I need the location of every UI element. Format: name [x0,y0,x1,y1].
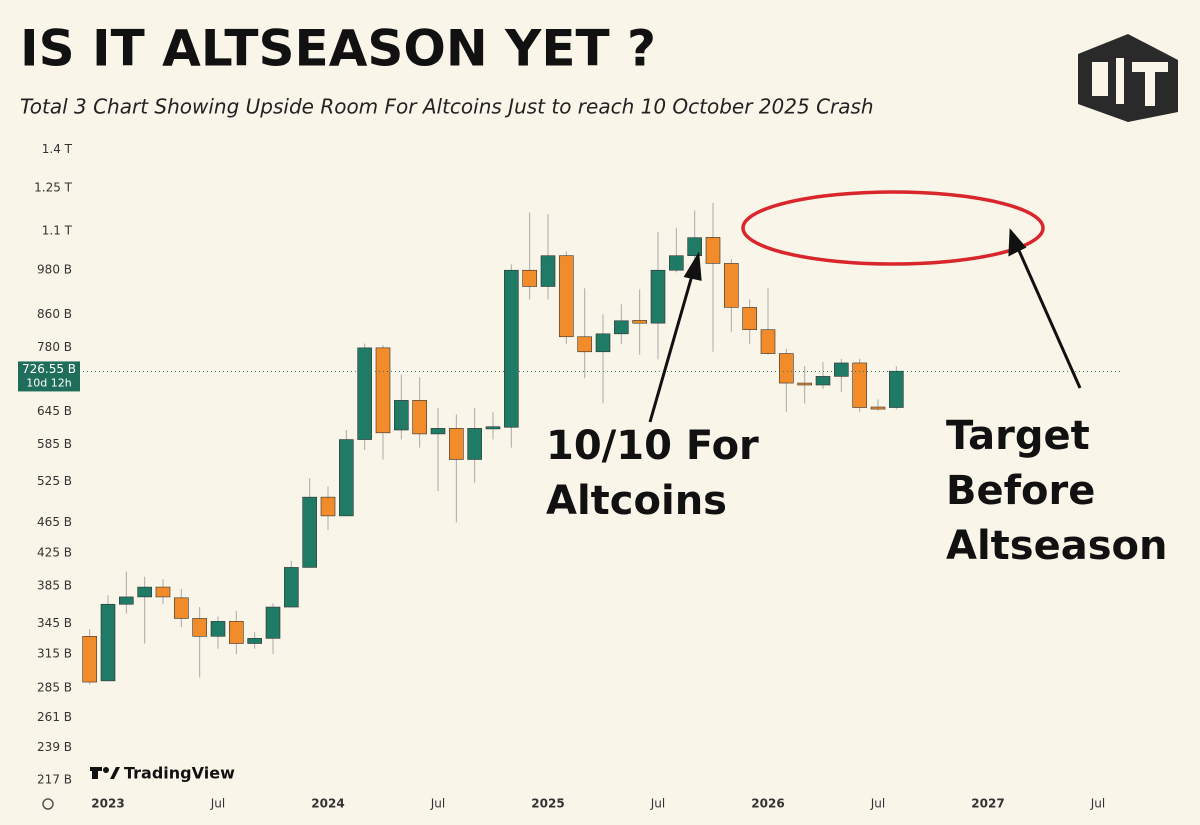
x-tick-label: 2026 [751,797,784,811]
y-tick-label: 525 B [37,474,72,488]
candle-body [375,347,391,434]
settings-icon [42,798,54,810]
candle-body [137,586,152,598]
candle-body [760,329,776,354]
chart-title: IS IT ALTSEASON YET ? [20,20,656,78]
candle-body [229,621,244,644]
candle-body [192,618,207,637]
x-tick-label: 2023 [91,797,124,811]
candle-body [247,638,262,644]
annotation: Altseason [946,523,1167,569]
candle-body [852,362,867,408]
candle-body [430,428,446,435]
y-tick-label: 465 B [37,515,72,529]
x-tick-label: 2027 [971,797,1004,811]
annotation: 10/10 For [546,423,759,469]
candle-body [155,586,171,598]
logo [1078,34,1178,122]
y-tick-label: 239 B [37,740,72,754]
candle-body [119,596,134,605]
candle-body [357,347,372,440]
candle-body [210,621,226,637]
y-tick-label: 217 B [37,773,72,787]
price-label-box [18,361,80,392]
annotation: Before [946,468,1095,514]
arrow [648,228,1082,423]
y-tick-label: 345 B [37,616,72,630]
candle-body [265,606,281,639]
candle-body [742,307,757,330]
y-tick-label: 261 B [37,710,72,724]
annotation: Altcoins [546,478,727,524]
price-countdown: 10d 12h [26,376,71,389]
price-label: 726.55 B [22,362,76,376]
candle-body [284,567,299,608]
candle-body [705,237,721,264]
target-ellipse [741,190,1045,266]
candle-body [100,603,116,682]
candle-body [870,406,886,410]
y-tick-label: 1.1 T [42,224,73,238]
candle-body [614,320,629,335]
y-tick-label: 645 B [37,404,72,418]
candle-body [540,255,556,287]
x-tick-label: Jul [430,797,445,811]
candle-body [394,400,409,431]
candle-body [174,597,189,619]
candle-body [779,353,794,384]
candle-body [815,376,831,386]
x-tick-label: Jul [1090,797,1105,811]
candle-body [595,333,611,353]
candle-body [522,269,537,287]
candle-body [302,496,317,568]
plot: 1.4 T 1.25 T 1.1 T 980 B 860 B 780 B 645 B 585 … [18,142,1120,811]
annotation: Target [946,413,1090,459]
candle-body [797,382,812,386]
y-tick-label: 1.4 T [42,142,73,156]
candle-body [449,428,464,460]
x-tick-label: Jul [650,797,665,811]
y-tick-label: 780 B [37,340,72,354]
candle-body [834,362,849,377]
y-tick-label: 385 B [37,579,72,593]
y-tick-label: 1.25 T [34,180,73,194]
candle-body [485,426,501,430]
candle-body [82,636,97,683]
x-tick-label: 2025 [531,797,564,811]
watermark-text: TradingView [124,764,235,783]
candle-body [320,496,336,517]
candle-body [412,400,427,435]
candle-body [339,439,354,517]
candle-body [632,320,647,324]
candle-body [577,336,592,353]
x-tick-label: 2024 [311,797,344,811]
candle-body [650,269,666,324]
y-tick-label: 585 B [37,437,72,451]
y-tick-label: 425 B [37,545,72,559]
y-tick-label: 980 B [37,263,72,277]
candle-body [889,370,904,408]
y-tick-label: 860 B [37,307,72,321]
candle-body [669,255,684,271]
y-tick-label: 315 B [37,647,72,661]
candle-body [559,255,574,338]
candle-body [687,237,702,257]
y-tick-label: 285 B [37,680,72,694]
watermark: TradingView [90,764,235,783]
candle-body [504,269,519,428]
x-tick-label: Jul [210,797,225,811]
chart-subtitle: Total 3 Chart Showing Upside Room For Al… [20,95,874,119]
candle-body [467,428,482,460]
candle-body [724,263,739,308]
x-tick-label: Jul [870,797,885,811]
